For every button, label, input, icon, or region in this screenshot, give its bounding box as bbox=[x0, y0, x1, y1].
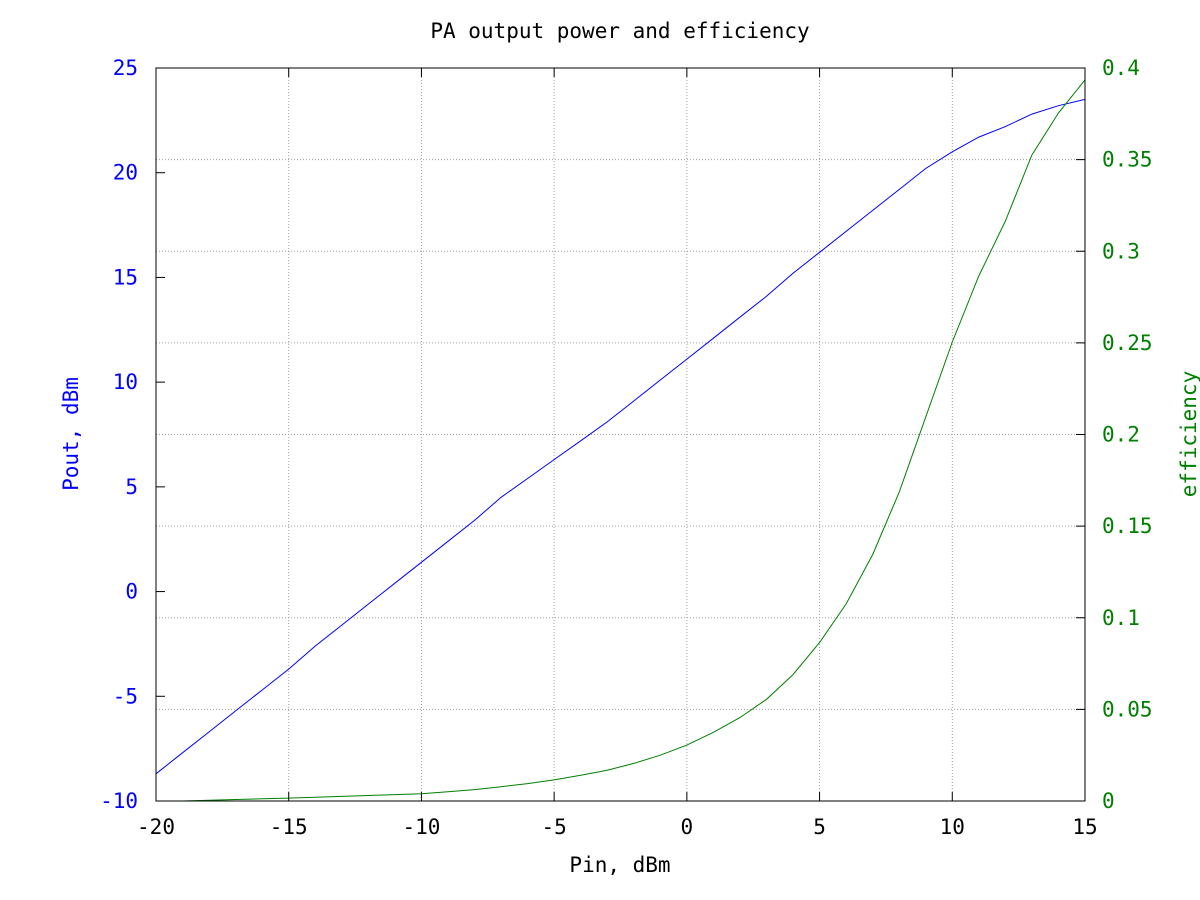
y2-tick-label: 0.15 bbox=[1102, 514, 1153, 538]
x-tick-label: 5 bbox=[813, 815, 826, 839]
y2-tick-label: 0 bbox=[1102, 789, 1115, 813]
y-tick-label: 0 bbox=[125, 580, 138, 604]
y2-tick-label: 0.05 bbox=[1102, 697, 1153, 721]
y2-tick-label: 0.3 bbox=[1102, 239, 1140, 263]
y2-tick-label: 0.2 bbox=[1102, 423, 1140, 447]
x-axis-label: Pin, dBm bbox=[569, 853, 670, 877]
efficiency-line bbox=[156, 79, 1086, 802]
y2-axis-label: efficiency bbox=[1177, 371, 1200, 497]
grid bbox=[156, 68, 1085, 801]
x-tick-label: 15 bbox=[1072, 815, 1097, 839]
y-axis-label: Pout, dBm bbox=[59, 377, 83, 491]
series-layer bbox=[155, 79, 1086, 802]
y2-tick-label: 0.25 bbox=[1102, 331, 1153, 355]
pout-line bbox=[155, 98, 1086, 775]
y-tick-label: 10 bbox=[113, 370, 138, 394]
x-tick-label: -15 bbox=[270, 815, 308, 839]
y-tick-label: -10 bbox=[100, 789, 138, 813]
x-tick-label: -20 bbox=[137, 815, 175, 839]
x-tick-label: 0 bbox=[681, 815, 694, 839]
y2-tick-label: 0.1 bbox=[1102, 606, 1140, 630]
y2-tick-label: 0.4 bbox=[1102, 56, 1140, 80]
y-tick-label: 20 bbox=[113, 161, 138, 185]
chart-title: PA output power and efficiency bbox=[430, 19, 809, 43]
ticks: -20 -15 -10 -5 0 5 10 15 -10 -5 0 5 10 15 20 25 0 0.05 0.1… bbox=[100, 56, 1153, 839]
y-tick-label: 25 bbox=[113, 56, 138, 80]
y-tick-label: 15 bbox=[113, 265, 138, 289]
y-tick-label: -5 bbox=[113, 684, 138, 708]
x-tick-label: -5 bbox=[541, 815, 566, 839]
x-tick-label: 10 bbox=[940, 815, 965, 839]
y2-tick-label: 0.35 bbox=[1102, 148, 1153, 172]
x-tick-label: -10 bbox=[402, 815, 440, 839]
y-tick-label: 5 bbox=[125, 475, 138, 499]
